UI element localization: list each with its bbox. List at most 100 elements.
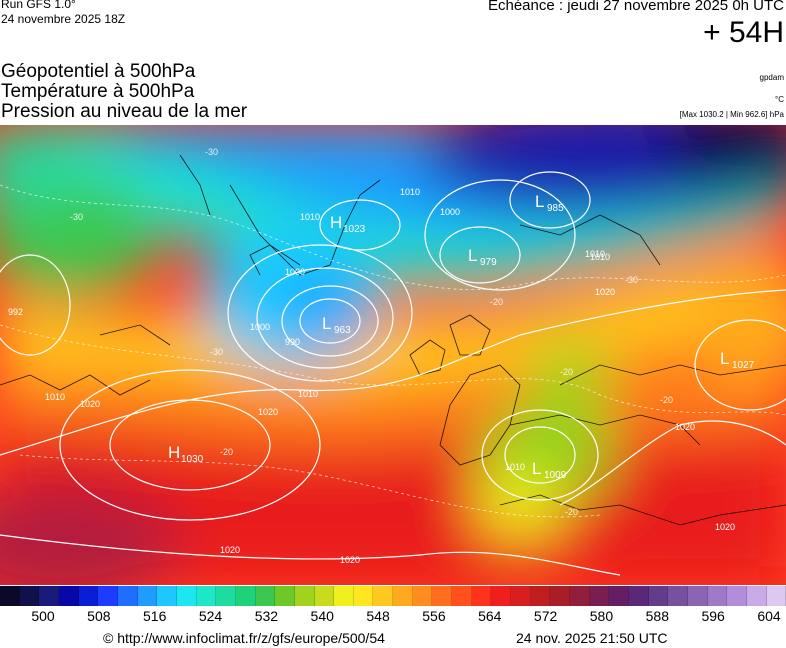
colorbar-swatch <box>176 586 197 606</box>
pressure-center-symbol: L <box>468 246 477 265</box>
pressure-center-symbol: L <box>532 459 541 478</box>
colorbar-swatch <box>334 586 354 606</box>
colorbar-swatch <box>648 586 669 606</box>
colorbar-swatch <box>157 586 177 606</box>
temperature-labels: -30 -30 -20 -20 -30 -30 -20 -20 -20 <box>70 147 673 517</box>
colorbar-swatch <box>393 586 413 606</box>
colorbar-swatch <box>687 586 708 606</box>
pressure-center-symbol: H <box>330 213 342 232</box>
temperature-label: -20 <box>490 297 503 307</box>
pressure-center-symbol: L <box>322 314 331 333</box>
temperature-label: -30 <box>210 347 223 357</box>
colorbar-swatch <box>196 586 217 606</box>
colorbar-swatch <box>511 586 531 606</box>
isobar-label: 1000 <box>250 322 270 332</box>
colorbar <box>0 586 786 606</box>
colorbar-swatch <box>432 586 453 606</box>
colorbar-tick-label: 588 <box>645 608 669 624</box>
colorbar-tick-label: 500 <box>31 608 55 624</box>
colorbar-swatch <box>707 586 728 606</box>
isobar-label: 1020 <box>220 545 240 555</box>
isobar-label: 1010 <box>590 252 610 262</box>
parameter-temperature: Température à 500hPa <box>1 81 195 102</box>
colorbar-swatch <box>294 586 315 606</box>
colorbar-tick-label: 556 <box>422 608 446 624</box>
colorbar-swatch <box>412 586 433 606</box>
isobar-label: 1000 <box>285 267 305 277</box>
colorbar-tick-label: 564 <box>478 608 502 624</box>
colorbar-swatch <box>117 586 138 606</box>
pressure-center-value: 1023 <box>343 224 366 235</box>
colorbar-tick-label: 604 <box>757 608 781 624</box>
temperature-label: -20 <box>220 447 233 457</box>
colorbar-swatch <box>235 586 256 606</box>
isobar-label: 1020 <box>595 287 615 297</box>
colorbar-swatch <box>530 586 551 606</box>
pressure-center-value: 1027 <box>732 360 755 371</box>
isobar-label: 1020 <box>340 555 360 565</box>
colorbar-swatch <box>609 586 629 606</box>
colorbar-swatch <box>373 586 394 606</box>
colorbar-swatch <box>570 586 590 606</box>
colorbar-swatch <box>353 586 374 606</box>
isobar-label: 1010 <box>300 212 320 222</box>
parameter-geopotential: Géopotentiel à 500hPa <box>1 61 196 82</box>
pressure-center-value: 1030 <box>181 454 204 465</box>
isobar-label: 1010 <box>400 187 420 197</box>
isobar-label: 1010 <box>585 249 605 259</box>
pressure-center-symbol: L <box>535 192 544 211</box>
unit-pressure-range: [Max 1030.2 | Min 962.6] hPa <box>679 110 784 119</box>
run-title: Run GFS 1.0° <box>1 0 76 11</box>
pressure-center-symbol: L <box>720 349 729 368</box>
temperature-label: -20 <box>560 367 573 377</box>
pressure-center-value: 1009 <box>544 470 567 481</box>
unit-temperature: °C <box>775 95 784 104</box>
coastlines <box>0 154 786 526</box>
colorbar-swatch <box>766 586 786 606</box>
colorbar-swatch <box>137 586 158 606</box>
isobar-labels: 1010 1000 1010 1000 1010 990 1000 1010 1… <box>8 187 735 565</box>
colorbar-swatch <box>746 586 767 606</box>
isobar-label: 990 <box>285 337 300 347</box>
colorbar-swatch <box>629 586 649 606</box>
colorbar-tick-label: 572 <box>533 608 558 624</box>
colorbar-swatch <box>589 586 610 606</box>
isobar-label: 1020 <box>715 522 735 532</box>
colorbar-tick-label: 524 <box>198 608 223 624</box>
colorbar-tick-label: 516 <box>143 608 167 624</box>
colorbar-swatch <box>471 586 492 606</box>
colorbar-swatch <box>491 586 512 606</box>
temperature-label: -20 <box>565 507 578 517</box>
pressure-center-value: 985 <box>547 203 564 214</box>
colorbar-tick-label: 596 <box>701 608 725 624</box>
colorbar-tick-label: 580 <box>589 608 614 624</box>
colorbar-swatch <box>98 586 118 606</box>
colorbar-swatch <box>668 586 688 606</box>
colorbar-swatch <box>275 586 295 606</box>
copyright-link[interactable]: © http://www.infoclimat.fr/z/gfs/europe/… <box>103 630 385 646</box>
isobar-label: 1020 <box>258 407 278 417</box>
colorbar-tick-label: 548 <box>366 608 390 624</box>
colorbar-swatch <box>78 586 99 606</box>
colorbar-swatch <box>452 586 472 606</box>
colorbar-swatch <box>39 586 59 606</box>
colorbar-labels: 500 508 516 524 532 540 548 556 564 572 580 588 596 6… <box>0 608 786 628</box>
generation-timestamp: 24 nov. 2025 21:50 UTC <box>516 630 668 646</box>
isobar-label: 1000 <box>440 207 460 217</box>
valid-time: Echéance : jeudi 27 novembre 2025 0h UTC <box>487 0 784 14</box>
geopotential-field: H 1023 L 985 L 979 L 963 H 1030 L 1027 L 1009 1… <box>0 125 786 585</box>
isobar-label: 1010 <box>505 462 525 472</box>
isobar-label: 1010 <box>45 392 65 402</box>
pressure-centers: H 1023 L 985 L 979 L 963 H 1030 L 1027 L 1009 <box>168 192 755 481</box>
run-date: 24 novembre 2025 18Z <box>1 12 126 26</box>
temperature-label: -30 <box>70 212 83 222</box>
colorbar-tick-label: 532 <box>254 608 279 624</box>
colorbar-tick-label: 540 <box>310 608 334 624</box>
temperature-label: -30 <box>625 275 638 285</box>
colorbar-tick-label: 508 <box>87 608 111 624</box>
colorbar-swatch <box>550 586 571 606</box>
isobar-label: 1020 <box>80 399 100 409</box>
isobar-label: 992 <box>8 307 23 317</box>
colorbar-swatch <box>19 586 40 606</box>
colorbar-swatch <box>314 586 335 606</box>
